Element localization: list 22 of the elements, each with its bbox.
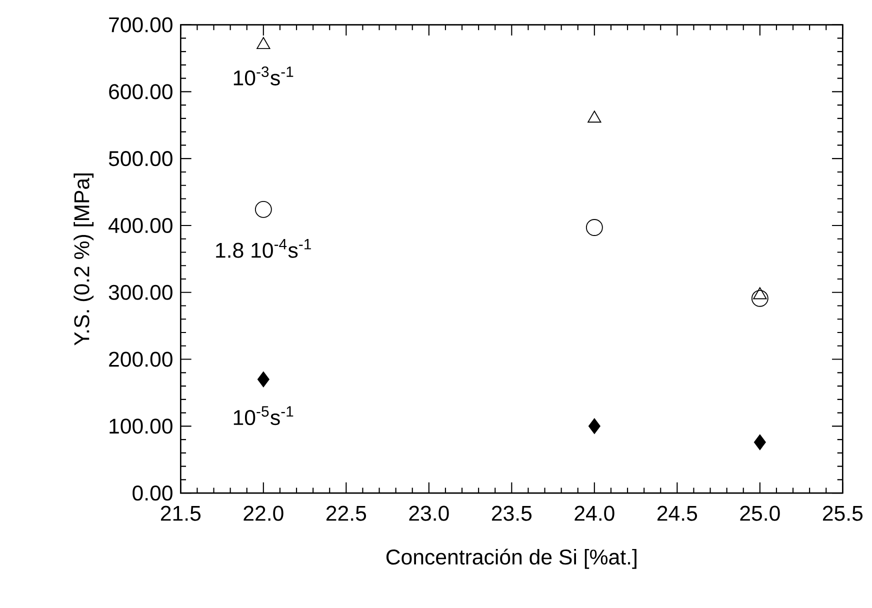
x-tick-label: 22.0 (244, 506, 284, 521)
legend-label: 10$^{-3}$s$^{-1}$ (234, 66, 294, 86)
y-tick-label: 300.00 (108, 284, 172, 300)
x-tick-label: 21.5 (160, 506, 201, 521)
y-tick-label: 700.00 (109, 17, 172, 32)
y-tick-label: 200.00 (109, 352, 172, 367)
x-tick-label: 22.5 (326, 506, 366, 521)
x-tick-label: 25.0 (740, 506, 780, 521)
y-tick-label: 500.00 (108, 151, 172, 166)
y-axis-title: Y.S. (0.2 %) [MPa] (74, 174, 94, 346)
y-tick-label: 0.00 (132, 486, 172, 501)
y-tick-label: 400.00 (108, 218, 172, 234)
legend-label: 1.8 10$^{-4}$s$^{-1}$ (216, 239, 311, 258)
x-tick-label: 23.5 (492, 506, 532, 521)
x-axis-title: Concentración de Si [%at.] (386, 548, 636, 569)
legend-label: 10$^{-5}$s$^{-1}$ (234, 406, 294, 426)
y-tick-label: 100.00 (110, 418, 172, 434)
x-tick-label: 24.0 (574, 506, 614, 521)
y-tick-label: 600.00 (109, 84, 172, 100)
x-tick-label: 24.5 (657, 506, 698, 521)
x-tick-label: 25.5 (822, 506, 863, 521)
x-tick-label: 23.0 (409, 506, 449, 521)
